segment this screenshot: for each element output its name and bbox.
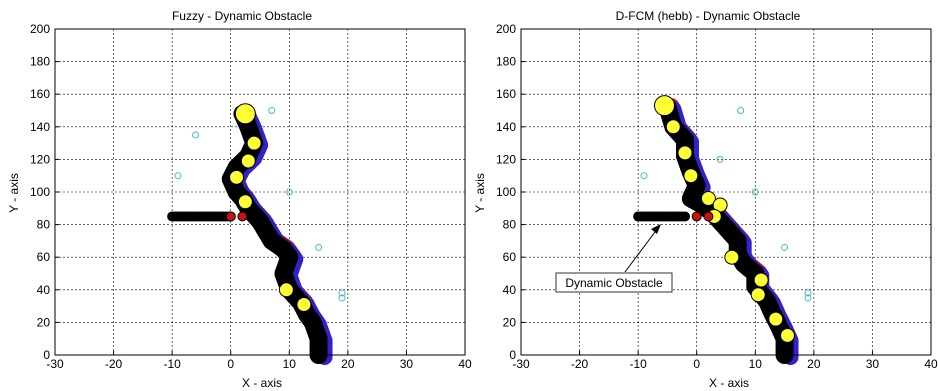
x-tick-label: -20 [105,357,123,371]
cyan-target [716,155,724,163]
chart-title: D-FCM (hebb) - Dynamic Obstacle [616,9,801,23]
y-tick-label: 140 [30,120,50,134]
x-tick-label: -10 [163,357,181,371]
annotation-arrow-line [624,227,659,273]
y-tick-label: 0 [509,348,516,362]
cyan-target [737,107,745,114]
y-tick-label: 40 [37,283,51,297]
obstacle-red-point [225,211,236,222]
y-tick-label: 160 [30,87,50,101]
yellow-marker [234,103,256,125]
y-tick-label: 200 [30,22,50,36]
cyan-target [192,131,200,139]
y-tick-label: 120 [30,152,50,166]
cyan-target [751,188,759,196]
x-axis-label: X - axis [709,376,749,390]
x-tick-label: 10 [283,357,297,371]
cyan-target [338,294,346,302]
cyan-target [804,294,812,302]
y-axis-label: Y - axis [473,173,487,213]
chart-panel-dfcm: D-FCM (hebb) - Dynamic Obstacle -30 -20 -1… [473,9,938,390]
annotation-text: Dynamic Obstacle [565,276,663,290]
obstacle-red-point [703,211,714,222]
yellow-marker [296,296,312,312]
yellow-marker [229,169,245,185]
y-tick-label: 60 [37,250,51,264]
x-tick-label: 0 [693,357,700,371]
annotation-arrow-head [651,224,661,234]
chart-panel-fuzzy: Fuzzy - Dynamic Obstacle -30 -20 -10 0 10 20 3… [7,9,472,390]
y-tick-label: 20 [503,315,517,329]
dynamic-obstacle-annotation: Dynamic Obstacle [555,224,673,293]
yellow-marker [677,145,693,161]
x-axis-label: X - axis [242,376,282,390]
yellow-marker [700,191,716,207]
cyan-target [338,289,346,297]
x-tick-label: 40 [924,357,938,371]
obstacle-red-point [691,211,702,222]
cyan-target [781,243,789,251]
y-tick-label: 200 [496,22,516,36]
y-tick-label: 80 [503,218,517,232]
yellow-marker [753,272,769,288]
y-tick-label: 100 [496,185,516,199]
yellow-marker [237,194,253,210]
y-tick-label: 40 [503,283,517,297]
x-tick-label: 20 [807,357,821,371]
cyan-target [315,243,323,251]
yellow-marker [240,153,256,169]
x-tick-label: -20 [571,357,589,371]
annotation-box [555,272,673,293]
yellow-marker [665,119,681,135]
obstacle-red-point [237,211,248,222]
y-tick-label: 80 [37,218,51,232]
y-tick-label: 160 [496,87,516,101]
cyan-target [174,172,182,180]
x-tick-label: 30 [400,357,414,371]
chart-title: Fuzzy - Dynamic Obstacle [172,9,312,23]
yellow-marker [724,249,740,265]
y-tick-label: 180 [30,55,50,69]
cyan-target [804,289,812,297]
y-tick-label: 180 [496,55,516,69]
cyan-target [640,172,648,180]
x-tick-label: 30 [866,357,880,371]
y-tick-label: 60 [503,250,517,264]
y-axis-label: Y - axis [7,173,21,213]
y-tick-label: 0 [43,348,50,362]
cyan-target [285,188,293,196]
x-tick-label: 0 [227,357,234,371]
x-tick-label: 40 [458,357,472,371]
yellow-marker [750,287,766,303]
x-tick-label: 20 [341,357,355,371]
cyan-target [268,107,276,114]
yellow-marker [278,282,294,298]
y-tick-label: 100 [30,185,50,199]
yellow-marker [780,327,795,343]
x-tick-label: -30 [512,357,530,371]
obstacle-point [680,211,690,222]
y-tick-label: 140 [496,120,516,134]
yellow-marker [683,168,699,184]
x-tick-label: -10 [629,357,647,371]
x-tick-label: -30 [46,357,64,371]
y-tick-label: 20 [37,315,51,329]
x-tick-label: 10 [749,357,763,371]
y-tick-label: 120 [496,152,516,166]
yellow-marker [246,135,262,151]
yellow-marker [654,95,675,117]
yellow-marker [768,311,784,327]
